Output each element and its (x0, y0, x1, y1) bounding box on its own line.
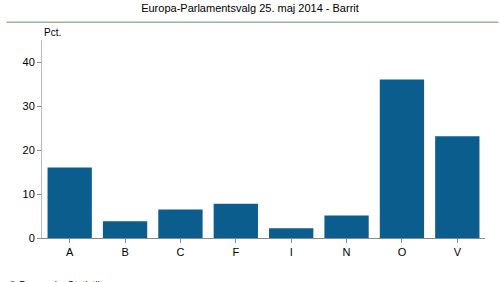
svg-text:F: F (232, 246, 239, 258)
svg-text:I: I (290, 246, 293, 258)
svg-text:O: O (398, 246, 407, 258)
svg-text:N: N (343, 246, 351, 258)
svg-text:40: 40 (23, 56, 35, 68)
svg-text:Europa-Parlamentsvalg 25. maj: Europa-Parlamentsvalg 25. maj 2014 - Bar… (141, 2, 359, 14)
svg-text:30: 30 (23, 100, 35, 112)
svg-text:0: 0 (29, 232, 35, 244)
svg-text:C: C (176, 246, 184, 258)
svg-text:V: V (454, 246, 462, 258)
svg-text:© Danmarks Statistik: © Danmarks Statistik (9, 280, 104, 282)
svg-text:B: B (121, 246, 128, 258)
svg-text:A: A (66, 246, 74, 258)
svg-text:20: 20 (23, 144, 35, 156)
svg-text:10: 10 (23, 188, 35, 200)
svg-text:Pct.: Pct. (44, 27, 61, 38)
